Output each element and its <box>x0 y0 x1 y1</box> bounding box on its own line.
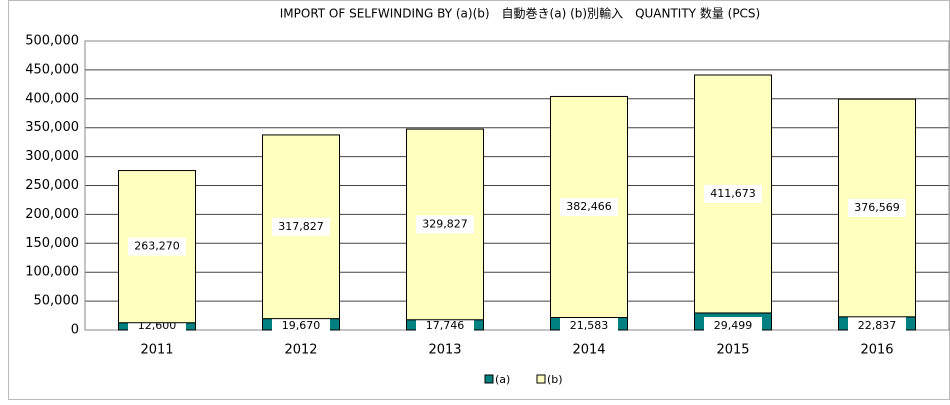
y-tick-label: 350,000 <box>25 120 79 135</box>
data-label: 411,673 <box>710 187 756 200</box>
data-label-box <box>704 317 762 335</box>
data-label-box <box>560 317 618 335</box>
data-label-box <box>416 317 474 335</box>
data-label-box <box>416 215 474 234</box>
data-label-box <box>848 198 906 217</box>
data-label-box <box>128 237 186 256</box>
data-label-box <box>272 317 330 335</box>
y-tick-label: 200,000 <box>25 207 79 222</box>
data-label-box <box>272 217 330 236</box>
chart-title: IMPORT OF SELFWINDING BY (a)(b) 自動巻き(a) … <box>280 6 760 21</box>
legend-label: (a) <box>495 373 510 386</box>
data-label: 21,583 <box>570 319 609 332</box>
y-tick-label: 50,000 <box>34 294 80 309</box>
data-label: 17,746 <box>426 319 465 332</box>
data-label-box <box>704 184 762 203</box>
data-label: 29,499 <box>714 319 753 332</box>
plot-area <box>84 40 950 331</box>
y-tick-label: 100,000 <box>25 265 79 280</box>
y-tick-label: 300,000 <box>25 149 79 164</box>
x-tick-label: 2011 <box>140 343 173 358</box>
data-label-box <box>848 317 906 335</box>
y-tick-label: 150,000 <box>25 236 79 251</box>
x-tick-label: 2012 <box>284 343 317 358</box>
y-tick-label: 0 <box>71 323 79 338</box>
x-tick-label: 2016 <box>860 343 893 358</box>
legend-swatch <box>484 374 494 384</box>
data-label: 263,270 <box>134 240 180 253</box>
legend-label: (b) <box>547 373 563 386</box>
y-tick-label: 400,000 <box>25 91 79 106</box>
data-label: 317,827 <box>278 220 324 233</box>
data-label: 382,466 <box>566 200 612 213</box>
data-label: 376,569 <box>854 201 900 214</box>
y-tick-label: 250,000 <box>25 178 79 193</box>
x-tick-label: 2015 <box>716 343 749 358</box>
data-label: 19,670 <box>282 319 321 332</box>
x-tick-label: 2013 <box>428 343 461 358</box>
data-label: 329,827 <box>422 217 468 230</box>
x-tick-label: 2014 <box>572 343 605 358</box>
y-tick-label: 450,000 <box>25 62 79 77</box>
y-tick-label: 500,000 <box>25 34 79 49</box>
data-label-box <box>560 197 618 216</box>
data-label: 22,837 <box>858 319 897 332</box>
legend-swatch <box>536 374 546 384</box>
